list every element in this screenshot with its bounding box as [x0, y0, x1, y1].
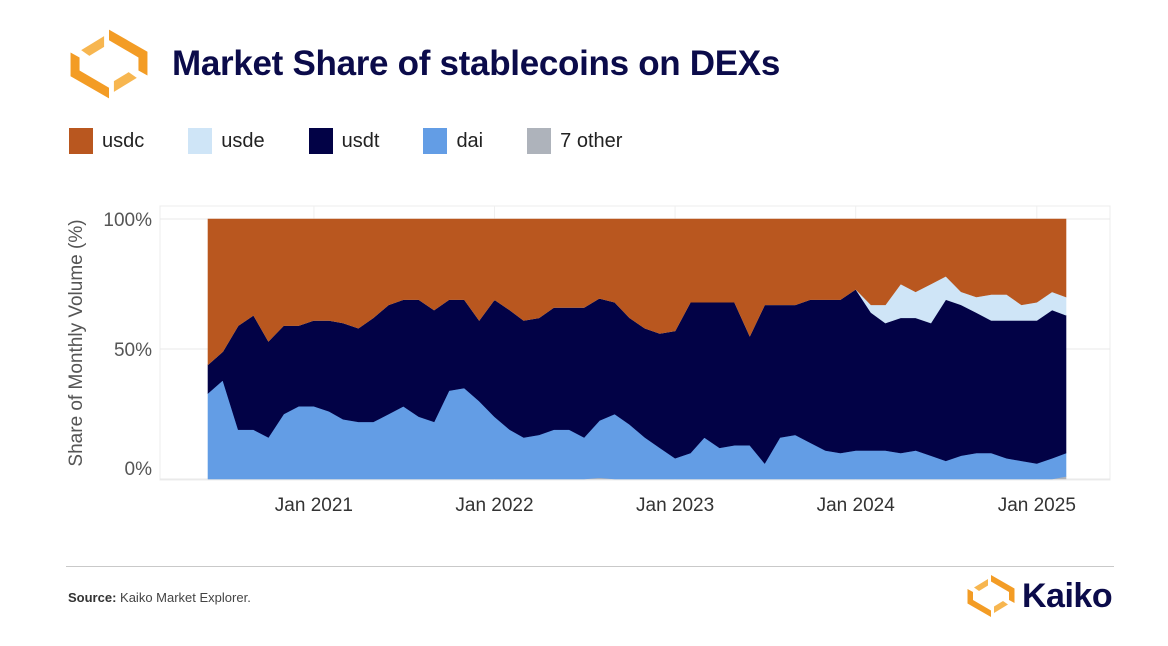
legend-swatch-usdc	[69, 128, 93, 154]
legend-swatch-usde	[188, 128, 213, 154]
kaiko-brand-icon	[967, 575, 1015, 617]
kaiko-logo-icon	[70, 29, 148, 99]
legend-label-usdc: usdc	[102, 129, 145, 152]
x-tick-label: Jan 2025	[998, 495, 1076, 516]
legend-item-dai[interactable]: dai	[423, 128, 483, 154]
legend-swatch-other	[527, 128, 552, 154]
legend-label-other: 7 other	[560, 129, 623, 152]
legend-label-usdt: usdt	[341, 129, 380, 152]
source-text: Kaiko Market Explorer.	[120, 590, 251, 605]
chart-legend: usdc usde usdt dai 7 other	[69, 128, 666, 154]
footer-divider	[66, 566, 1114, 567]
x-tick-label: Jan 2022	[455, 495, 533, 516]
legend-swatch-usdt	[308, 128, 333, 154]
axis-layer: 0% 50% 100% Jan 2021 Jan 2022 Jan 2023 Jan 202…	[103, 210, 1076, 516]
y-tick-label: 50%	[114, 340, 152, 361]
y-tick-label: 100%	[103, 210, 152, 231]
source-note: Source: Kaiko Market Explorer.	[68, 590, 251, 605]
plot-frame	[159, 205, 1111, 481]
x-tick-label: Jan 2024	[817, 495, 896, 516]
source-label: Source:	[68, 590, 117, 605]
legend-item-other[interactable]: 7 other	[527, 128, 622, 154]
y-axis-label: Share of Monthly Volume (%)	[66, 219, 87, 466]
legend-item-usde[interactable]: usde	[188, 128, 265, 154]
x-tick-label: Jan 2023	[636, 495, 714, 516]
legend-label-usde: usde	[221, 129, 265, 152]
legend-item-usdt[interactable]: usdt	[308, 128, 380, 154]
area-layer	[207, 218, 1067, 480]
brand-lockup: Kaiko	[966, 574, 1113, 618]
y-tick-label: 0%	[125, 459, 153, 480]
area-series-usdc	[207, 218, 1067, 366]
legend-item-usdc[interactable]: usdc	[69, 128, 144, 154]
brand-name: Kaiko	[1022, 576, 1113, 615]
chart-title: Market Share of stablecoins on DEXs	[172, 44, 781, 83]
legend-swatch-dai	[423, 128, 448, 154]
legend-label-dai: dai	[456, 129, 484, 152]
x-tick-label: Jan 2021	[275, 495, 353, 516]
